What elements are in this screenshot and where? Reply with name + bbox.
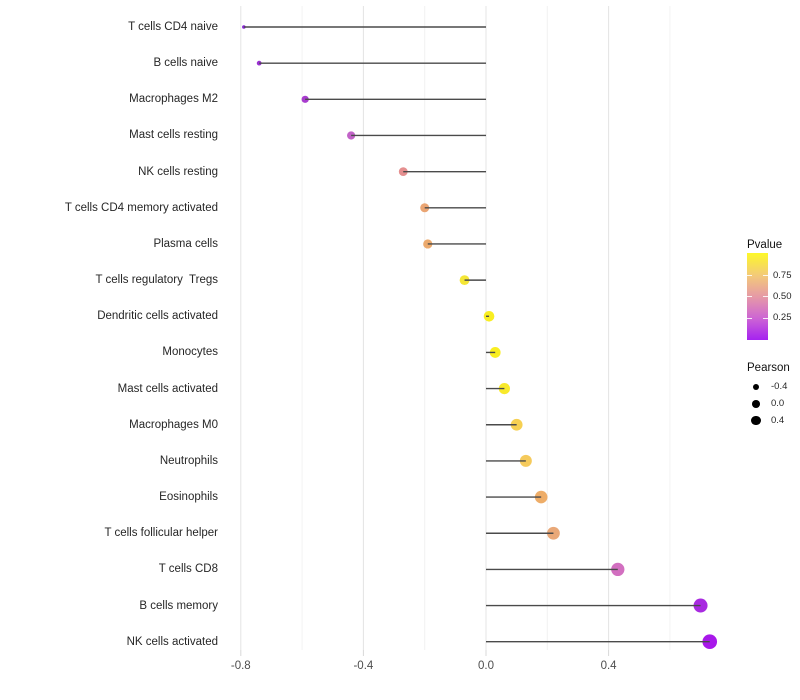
y-axis-category-label: T cells CD8 — [158, 563, 218, 576]
x-axis-tick-label: 0.4 — [600, 660, 617, 672]
y-axis-category-label: T cells regulatory Tregs — [95, 274, 218, 287]
y-axis-category-label: Macrophages M2 — [129, 93, 218, 106]
pearson-size-key-label: -0.4 — [771, 381, 788, 392]
pvalue-bar-tick — [763, 317, 768, 319]
pvalue-bar-tick — [763, 274, 768, 277]
pearson-legend-title: Pearson — [747, 362, 790, 374]
y-axis-category-label: T cells CD4 naive — [128, 21, 218, 33]
pvalue-tick-label: 0.50 — [773, 290, 792, 302]
y-axis-category-label: Mast cells activated — [117, 382, 218, 395]
y-axis-category-label: B cells memory — [139, 599, 218, 612]
pvalue-bar-tick — [747, 295, 752, 298]
pearson-size-key-dot — [752, 399, 760, 408]
pearson-size-key-label: 0.0 — [771, 397, 785, 409]
y-axis-category-label: Monocytes — [162, 346, 218, 359]
y-axis-category-label: NK cells activated — [126, 635, 218, 648]
y-axis-category-label: T cells CD4 memory activated — [64, 201, 218, 214]
pearson-size-key-label: 0.4 — [771, 414, 785, 426]
pvalue-tick-label: 0.75 — [773, 269, 792, 281]
y-axis-category-label: T cells follicular helper — [104, 527, 218, 540]
y-axis-category-label: Plasma cells — [153, 237, 218, 250]
x-axis-tick-label: -0.4 — [353, 660, 374, 672]
y-axis-category-label: Dendritic cells activated — [97, 310, 218, 323]
x-axis-tick-label: 0.0 — [478, 660, 494, 672]
pvalue-gradient-bar — [747, 253, 768, 340]
y-axis-category-label: Eosinophils — [159, 491, 218, 504]
pearson-size-key-dot — [751, 416, 761, 426]
pvalue-bar-tick — [763, 295, 768, 298]
y-axis-category-label: Macrophages M0 — [129, 418, 218, 431]
pvalue-legend-title: Pvalue — [747, 239, 783, 251]
y-axis-category-label: B cells naive — [153, 57, 218, 70]
y-axis-category-label: Neutrophils — [159, 454, 218, 467]
pearson-size-key-dot — [752, 383, 760, 391]
pvalue-tick-label: 0.25 — [773, 312, 792, 324]
y-axis-category-label: Mast cells resting — [129, 129, 218, 142]
x-axis-tick-label: -0.8 — [230, 660, 251, 672]
pvalue-bar-tick — [747, 274, 752, 277]
y-axis-category-label: NK cells resting — [138, 165, 218, 178]
pvalue-bar-tick — [747, 317, 752, 319]
